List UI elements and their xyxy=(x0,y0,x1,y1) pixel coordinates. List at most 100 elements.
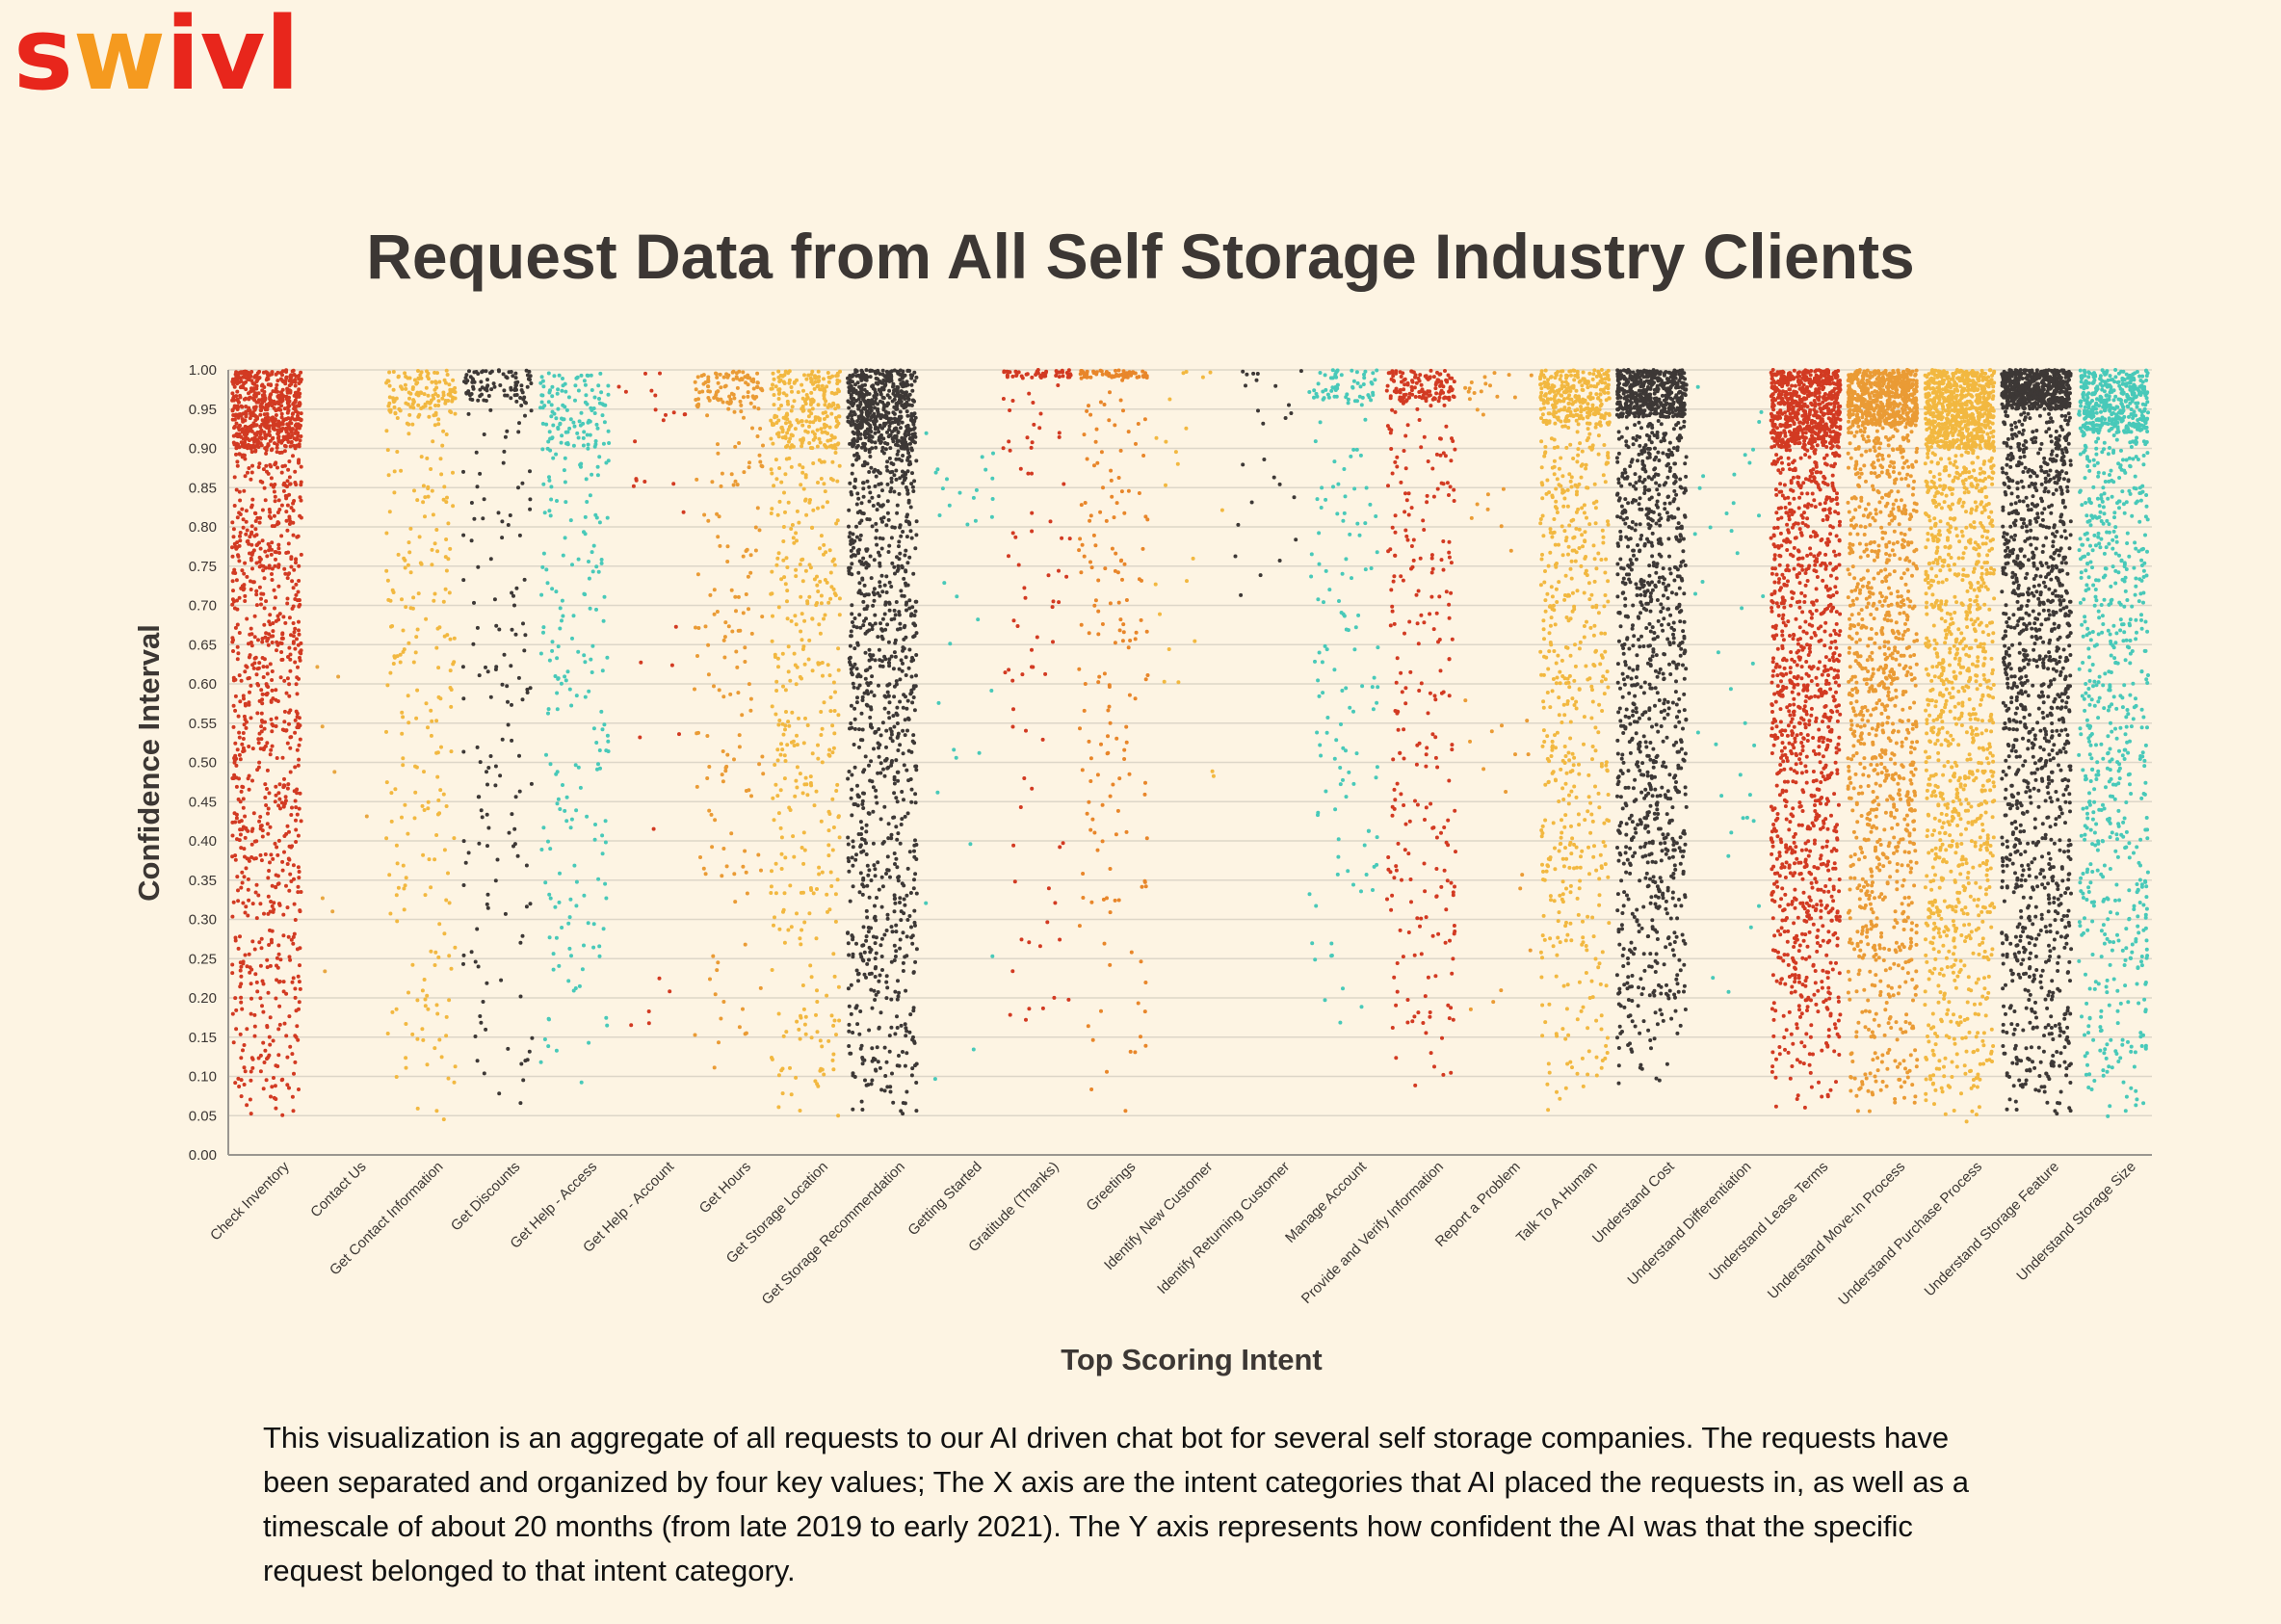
data-point xyxy=(250,380,255,385)
data-point xyxy=(890,930,895,934)
data-point xyxy=(1020,672,1025,677)
data-point xyxy=(246,538,250,543)
data-point xyxy=(292,436,297,441)
data-point xyxy=(244,866,249,871)
data-point xyxy=(253,394,258,399)
data-point xyxy=(909,935,914,940)
data-point xyxy=(897,438,902,443)
data-point xyxy=(265,671,270,676)
data-point xyxy=(286,405,291,409)
data-point xyxy=(769,418,773,423)
data-point xyxy=(890,739,895,744)
data-point xyxy=(673,624,678,629)
data-point xyxy=(240,568,245,573)
data-point xyxy=(429,949,433,954)
data-point xyxy=(803,1032,808,1036)
data-point xyxy=(991,451,995,456)
data-point xyxy=(752,405,757,409)
data-point xyxy=(909,411,914,416)
data-point xyxy=(902,763,906,768)
data-point xyxy=(822,1072,826,1077)
data-point xyxy=(924,901,929,905)
data-point xyxy=(721,375,726,380)
data-point xyxy=(878,399,882,404)
data-point xyxy=(829,884,834,888)
data-point xyxy=(771,382,774,387)
data-point xyxy=(856,672,861,677)
data-point xyxy=(851,1107,855,1112)
data-point xyxy=(1121,408,1125,413)
data-point xyxy=(285,741,290,746)
data-point xyxy=(786,500,791,505)
data-point xyxy=(523,633,528,638)
data-point xyxy=(803,475,808,480)
data-point xyxy=(824,444,828,449)
data-point xyxy=(782,776,787,781)
data-point xyxy=(245,1103,249,1108)
data-point xyxy=(500,737,505,742)
data-point xyxy=(826,752,831,757)
data-point xyxy=(870,1078,875,1083)
data-point xyxy=(518,396,523,400)
data-point xyxy=(427,857,432,862)
data-point xyxy=(777,927,782,931)
data-point xyxy=(894,796,899,800)
data-point xyxy=(252,438,257,443)
data-point xyxy=(296,642,301,647)
data-point xyxy=(897,544,901,549)
data-point xyxy=(800,579,805,584)
data-point xyxy=(601,927,606,931)
data-point xyxy=(248,970,252,975)
data-point xyxy=(1057,375,1062,380)
data-point xyxy=(453,1064,458,1069)
data-point xyxy=(275,400,280,405)
data-point xyxy=(448,686,453,690)
data-point xyxy=(871,809,876,814)
data-point xyxy=(271,723,275,728)
data-point xyxy=(512,826,517,831)
data-point xyxy=(819,477,824,481)
data-point xyxy=(815,428,820,432)
data-point xyxy=(239,1056,244,1061)
data-point xyxy=(909,536,914,540)
data-point xyxy=(937,513,942,517)
data-point xyxy=(244,519,249,524)
data-point xyxy=(583,694,588,699)
data-point xyxy=(695,654,699,658)
data-point xyxy=(235,598,239,603)
data-point xyxy=(385,448,390,453)
data-point xyxy=(410,962,415,967)
data-point xyxy=(816,380,821,384)
data-point xyxy=(297,980,302,984)
data-point xyxy=(1024,728,1028,733)
data-point xyxy=(852,485,856,489)
data-point xyxy=(233,694,238,698)
data-point xyxy=(849,374,853,379)
data-point xyxy=(294,558,299,562)
data-point xyxy=(831,680,836,685)
data-point xyxy=(388,911,393,916)
data-point xyxy=(889,732,894,737)
data-point xyxy=(859,409,864,414)
data-point xyxy=(913,609,918,614)
data-point xyxy=(904,694,907,699)
data-point xyxy=(712,612,717,616)
data-point xyxy=(874,536,878,540)
data-point xyxy=(777,719,782,722)
data-point xyxy=(298,737,302,742)
data-point xyxy=(512,603,516,608)
data-point xyxy=(298,391,302,396)
data-point xyxy=(275,395,280,400)
data-point xyxy=(867,1028,872,1033)
data-point xyxy=(814,936,819,941)
data-point xyxy=(955,594,959,599)
data-point xyxy=(879,936,884,941)
data-point xyxy=(285,824,290,828)
data-point xyxy=(558,626,563,631)
data-point xyxy=(872,469,877,474)
y-tick-label: 0.65 xyxy=(189,637,217,653)
data-point xyxy=(800,676,803,681)
data-point xyxy=(510,812,514,817)
data-point xyxy=(294,592,299,597)
data-point xyxy=(873,874,878,878)
